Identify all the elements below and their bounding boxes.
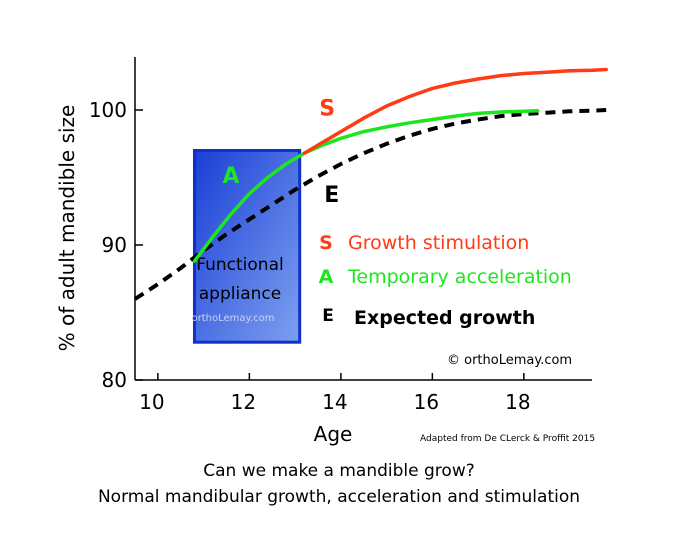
x-tick-label-14: 14: [322, 390, 347, 414]
x-tick-label-10: 10: [139, 390, 164, 414]
caption-line2: Normal mandibular growth, acceleration a…: [97, 487, 581, 507]
copyright-text: © orthoLemay.com: [447, 353, 572, 368]
legend-label-temporary-acceleration: Temporary acceleration: [347, 266, 572, 288]
y-tick-label-80: 80: [102, 368, 127, 392]
y-tick-label-90: 90: [102, 233, 127, 257]
x-tick-label-16: 16: [414, 390, 439, 414]
y-axis-label: % of adult mandible size: [55, 105, 79, 352]
y-tick-label-100: 100: [89, 98, 127, 122]
series-line-growth-stimulation: [302, 67, 608, 155]
appliance-label-line1: Functional: [196, 255, 283, 275]
series-line-expected-growth: [133, 108, 607, 301]
caption-line1: Can we make a mandible grow?: [203, 461, 475, 481]
x-tick-label-18: 18: [505, 390, 530, 414]
legend: S Growth stimulation A Temporary acceler…: [319, 232, 572, 329]
source-credit: Adapted from De CLerck & Proffit 2015: [420, 434, 595, 444]
appliance-watermark: orthoLemay.com: [191, 313, 274, 324]
tick-layer: 10 12 14 16 18 80 90 100: [89, 98, 531, 414]
appliance-label-line2: appliance: [199, 284, 281, 304]
series-line-temporary-acceleration: [192, 108, 540, 263]
curve-letter-s: S: [319, 96, 335, 121]
x-axis-label: Age: [314, 422, 353, 446]
legend-letter-s: S: [319, 232, 333, 254]
curve-letter-e: E: [324, 183, 339, 208]
x-tick-label-12: 12: [231, 390, 256, 414]
legend-letter-a: A: [319, 266, 334, 288]
legend-label-expected-growth: Expected growth: [354, 307, 535, 329]
legend-label-growth-stimulation: Growth stimulation: [348, 232, 529, 254]
series-layer: [133, 67, 608, 301]
legend-letter-e: E: [322, 306, 334, 326]
curve-letter-a: A: [223, 164, 240, 189]
